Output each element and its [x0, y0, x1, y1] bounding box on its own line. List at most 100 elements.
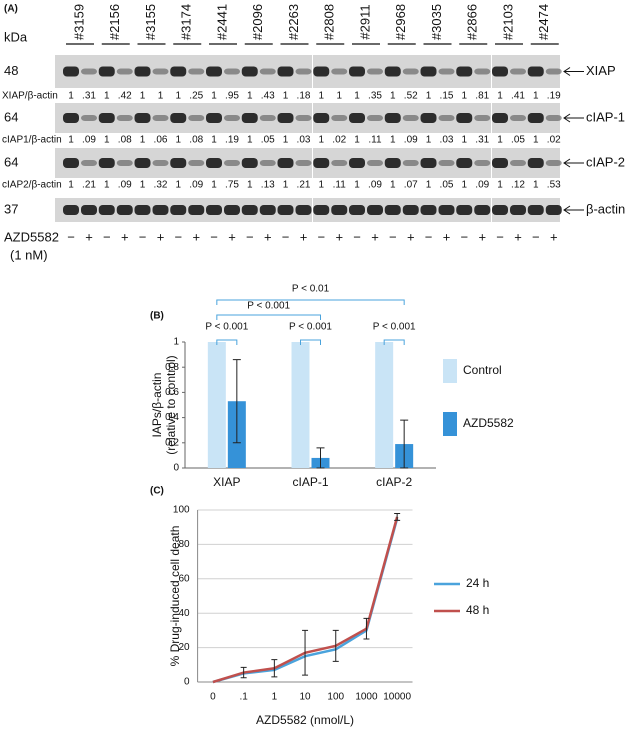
ratio-value: .81 [475, 91, 489, 102]
blot-band [224, 160, 240, 166]
blot-band [492, 113, 508, 123]
error-bar [400, 419, 409, 469]
blot-band [402, 68, 419, 75]
ratio-value: 1 [497, 135, 503, 146]
blot-band [81, 205, 97, 215]
y-tick-label: 20 [178, 642, 190, 653]
ratio-value: .11 [368, 135, 382, 146]
ratio-value: 1 [497, 91, 503, 102]
ratio-value: .07 [404, 180, 418, 191]
blot-band [277, 158, 294, 168]
blot-band [206, 66, 222, 77]
lane-sign: + [407, 229, 415, 244]
x-tick-label: 1000 [355, 692, 378, 703]
blot-band [63, 205, 79, 215]
ratio-value: 1 [140, 180, 146, 191]
ratio-value: .03 [440, 135, 454, 146]
blot-band [402, 115, 419, 121]
blot-band [224, 68, 240, 75]
unit-label: kDa [4, 29, 28, 44]
blot-band [474, 68, 491, 75]
x-tick-label: 0 [210, 692, 216, 703]
blot-band [277, 66, 294, 77]
lane-sign: + [335, 229, 343, 244]
lane-sign: − [103, 229, 111, 244]
lane-sign: + [192, 229, 200, 244]
ratio-value: 1 [426, 180, 432, 191]
sample-label: #2263 [286, 4, 301, 40]
dose-label: (1 nM) [10, 247, 48, 262]
error-bar [394, 512, 401, 521]
blot-band [402, 160, 419, 166]
significance-label: P < 0.001 [373, 322, 416, 333]
arrow-head [563, 113, 571, 123]
lane-sign: + [264, 229, 272, 244]
blot-band [116, 160, 133, 166]
blot-band [206, 205, 222, 215]
sample-label: #2968 [393, 4, 408, 40]
y-tick-label: 0.4 [165, 412, 179, 423]
ratio-value: 1 [211, 180, 217, 191]
ratio-value: 1 [354, 180, 360, 191]
ratio-value: .31 [82, 91, 96, 102]
ratio-value: .08 [189, 135, 203, 146]
error-bar [332, 629, 339, 662]
sample-label: #2441 [214, 4, 229, 40]
legend-label: 48 h [466, 603, 489, 617]
legend-label: AZD5582 [463, 416, 514, 430]
x-tick-label: cIAP-1 [292, 475, 328, 489]
ratio-label: cIAP1/β-actin [2, 135, 62, 146]
ratio-value: .19 [547, 91, 561, 102]
ratio-value: 1 [104, 180, 110, 191]
ratio-value: 1 [247, 91, 253, 102]
ratio-value: 1 [175, 180, 181, 191]
blot-band [492, 205, 508, 215]
ratio-value: 1 [211, 135, 217, 146]
significance-bracket [383, 339, 405, 345]
ratio-value: 1 [354, 91, 360, 102]
panel-label: (B) [150, 311, 164, 322]
ratio-value: 1 [318, 91, 324, 102]
ratio-value: .52 [404, 91, 418, 102]
ratio-value: .09 [404, 135, 418, 146]
blot-band [152, 68, 169, 75]
blot-band [456, 66, 473, 77]
blot-band [545, 205, 562, 215]
blot-band [63, 158, 79, 168]
sample-label: #2474 [536, 4, 551, 40]
lane-sign: + [121, 229, 129, 244]
ratio-value: 1 [68, 180, 74, 191]
blot-band [81, 68, 97, 75]
ratio-value: .21 [82, 180, 96, 191]
y-tick-label: 40 [178, 608, 190, 619]
blot-band [116, 115, 133, 121]
ratio-value: .75 [225, 180, 239, 191]
ratio-value: 1 [390, 135, 396, 146]
blot-band [152, 115, 169, 121]
blot-band [134, 66, 151, 77]
blot-band [474, 205, 491, 215]
ratio-value: 1 [283, 180, 289, 191]
blot-band [188, 115, 205, 121]
blot-band [349, 158, 365, 168]
blot-band [81, 115, 97, 121]
blot-band [331, 68, 348, 75]
sample-label: #2866 [465, 4, 480, 40]
bar [291, 342, 310, 468]
y-tick-label: 1 [173, 337, 179, 348]
y-axis-label: (relative to control) [164, 355, 178, 454]
ratio-value: 1 [426, 135, 432, 146]
blot-band [438, 205, 455, 215]
blot-band [63, 66, 79, 77]
ratio-value: .09 [475, 180, 489, 191]
x-tick-label: 100 [327, 692, 344, 703]
blot-band [134, 113, 151, 123]
blot-band [420, 66, 437, 77]
ratio-value: .32 [154, 180, 168, 191]
blot-band [188, 160, 205, 166]
ratio-value: 1 [140, 91, 146, 102]
ratio-value: 1 [104, 135, 110, 146]
error-bar [302, 629, 309, 676]
blot-band [384, 158, 401, 168]
